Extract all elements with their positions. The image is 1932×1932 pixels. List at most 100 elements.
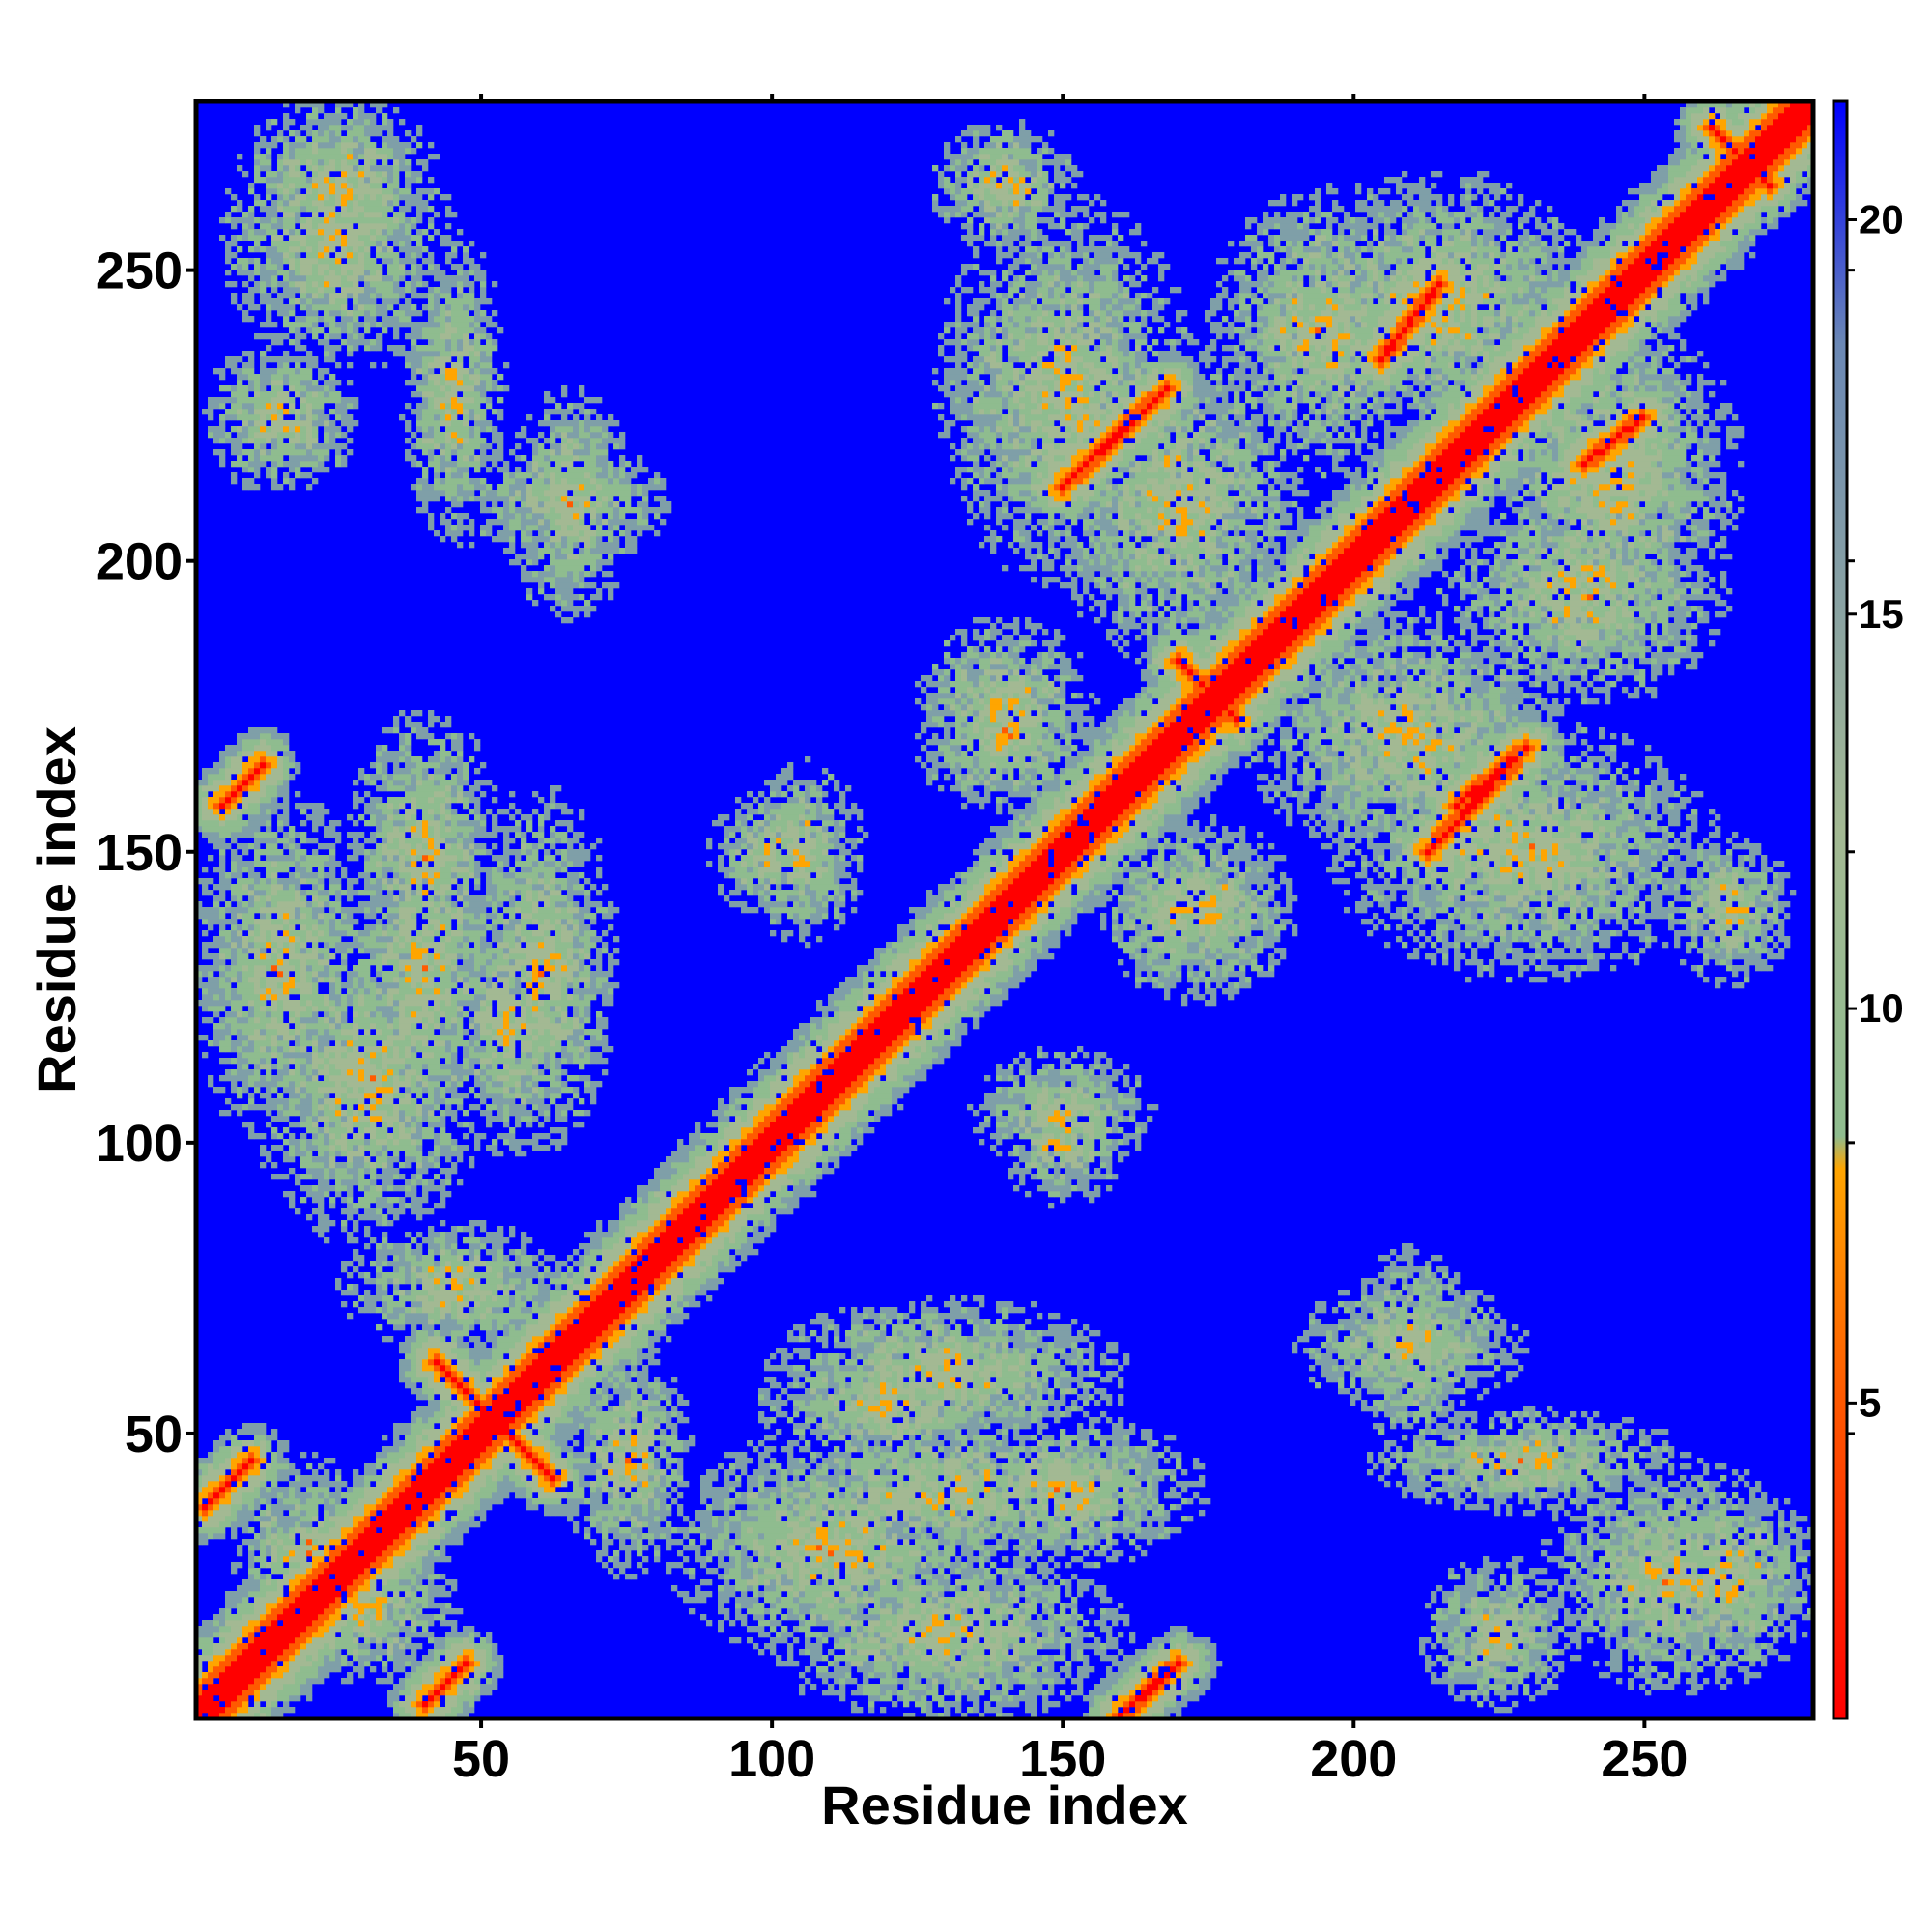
heatmap-cell bbox=[254, 820, 261, 827]
heatmap-cell bbox=[254, 467, 261, 473]
heatmap-cell bbox=[353, 1046, 359, 1053]
heatmap-cell bbox=[393, 1666, 400, 1673]
heatmap-cell bbox=[399, 1116, 406, 1122]
heatmap-cell bbox=[306, 1093, 313, 1099]
heatmap-cell bbox=[335, 229, 342, 236]
heatmap-cell bbox=[266, 1081, 272, 1088]
heatmap-cell bbox=[202, 953, 209, 960]
heatmap-cell bbox=[370, 125, 377, 131]
heatmap-cell bbox=[399, 1104, 406, 1111]
heatmap-cell bbox=[387, 826, 394, 833]
heatmap-cell bbox=[231, 919, 238, 925]
heatmap-cell bbox=[399, 212, 406, 218]
heatmap-cell bbox=[202, 1521, 209, 1528]
heatmap-cell bbox=[237, 258, 243, 265]
heatmap-cell bbox=[289, 1145, 296, 1151]
heatmap-cell bbox=[318, 1093, 325, 1099]
heatmap-cell bbox=[364, 1029, 371, 1036]
heatmap-cell bbox=[358, 1574, 365, 1580]
heatmap-cell bbox=[295, 919, 301, 925]
heatmap-cell bbox=[335, 1035, 342, 1041]
heatmap-cell bbox=[306, 322, 313, 328]
heatmap-cell bbox=[329, 1632, 336, 1638]
heatmap-cell bbox=[271, 1510, 278, 1517]
heatmap-cell bbox=[347, 1626, 354, 1633]
heatmap-cell bbox=[266, 1690, 272, 1696]
heatmap-cell bbox=[387, 1040, 394, 1047]
heatmap-cell bbox=[300, 420, 307, 427]
heatmap-cell bbox=[335, 235, 342, 242]
heatmap-cell bbox=[324, 1000, 330, 1007]
heatmap-cell bbox=[353, 316, 359, 323]
heatmap-cell bbox=[277, 1452, 284, 1459]
heatmap-cell bbox=[260, 380, 267, 386]
heatmap-cell bbox=[341, 872, 348, 879]
heatmap-cell bbox=[225, 942, 232, 949]
heatmap-cell bbox=[254, 982, 261, 989]
heatmap-cell bbox=[324, 1104, 330, 1111]
heatmap-cell bbox=[306, 1011, 313, 1018]
heatmap-cell bbox=[289, 832, 296, 838]
heatmap-cell bbox=[237, 1510, 243, 1517]
heatmap-cell bbox=[300, 1156, 307, 1163]
heatmap-cell bbox=[399, 217, 406, 224]
heatmap-cell bbox=[248, 188, 255, 195]
heatmap-cell bbox=[347, 855, 354, 862]
heatmap-cell bbox=[353, 136, 359, 143]
heatmap-cell bbox=[266, 1649, 272, 1656]
heatmap-cell bbox=[341, 125, 348, 131]
heatmap-cell bbox=[324, 855, 330, 862]
heatmap-cell bbox=[306, 414, 313, 421]
heatmap-cell bbox=[300, 803, 307, 810]
heatmap-cell bbox=[237, 1052, 243, 1059]
heatmap-cell bbox=[318, 1000, 325, 1007]
heatmap-cell bbox=[387, 1301, 394, 1308]
heatmap-cell bbox=[295, 953, 301, 960]
heatmap-cell bbox=[289, 183, 296, 189]
heatmap-cell bbox=[329, 420, 336, 427]
heatmap-cell bbox=[387, 1452, 394, 1459]
heatmap-cell bbox=[335, 1075, 342, 1082]
heatmap-cell bbox=[353, 1510, 359, 1517]
heatmap-cell bbox=[347, 913, 354, 920]
heatmap-cell bbox=[324, 1568, 330, 1575]
heatmap-cell bbox=[382, 362, 388, 369]
heatmap-cell bbox=[324, 455, 330, 462]
heatmap-cell bbox=[271, 948, 278, 954]
heatmap-cell bbox=[312, 959, 319, 966]
heatmap-cell bbox=[324, 1075, 330, 1082]
heatmap-cell bbox=[231, 1452, 238, 1459]
heatmap-cell bbox=[248, 449, 255, 456]
heatmap-cell bbox=[393, 1064, 400, 1070]
heatmap-cell bbox=[405, 1475, 412, 1482]
heatmap-cell bbox=[213, 1035, 220, 1041]
heatmap-cell bbox=[248, 1423, 255, 1430]
heatmap-cell bbox=[202, 409, 209, 415]
heatmap-cell bbox=[382, 861, 388, 867]
heatmap-cell bbox=[399, 1243, 406, 1250]
heatmap-cell bbox=[237, 1661, 243, 1667]
heatmap-cell bbox=[196, 826, 203, 833]
heatmap-cell bbox=[306, 154, 313, 160]
heatmap-cell bbox=[329, 878, 336, 885]
heatmap-cell bbox=[387, 287, 394, 294]
heatmap-cell bbox=[260, 942, 267, 949]
heatmap-cell bbox=[347, 907, 354, 914]
heatmap-cell bbox=[277, 1440, 284, 1447]
heatmap-cell bbox=[376, 959, 383, 966]
heatmap-cell bbox=[260, 878, 267, 885]
heatmap-cell bbox=[358, 304, 365, 311]
heatmap-cell bbox=[364, 1179, 371, 1186]
heatmap-cell bbox=[370, 1064, 377, 1070]
heatmap-cell bbox=[225, 1458, 232, 1464]
heatmap-cell bbox=[399, 1603, 406, 1609]
heatmap-cell bbox=[231, 965, 238, 972]
heatmap-cell bbox=[289, 200, 296, 207]
heatmap-cell bbox=[277, 1568, 284, 1575]
heatmap-cell bbox=[329, 119, 336, 126]
heatmap-cell bbox=[260, 936, 267, 943]
heatmap-cell bbox=[358, 1666, 365, 1673]
heatmap-cell bbox=[306, 1603, 313, 1609]
heatmap-cell bbox=[277, 270, 284, 276]
heatmap-cell bbox=[405, 1574, 412, 1580]
